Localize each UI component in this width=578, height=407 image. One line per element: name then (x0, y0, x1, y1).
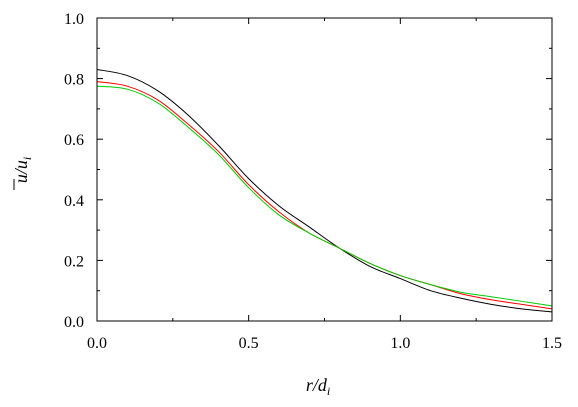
y-tick-label: 0.6 (64, 132, 84, 149)
y-axis-title: u/ui (11, 157, 34, 183)
x-tick-label: 1.5 (542, 335, 562, 352)
plot-frame (96, 17, 553, 322)
series-line-3 (96, 85, 553, 307)
x-axis-title-main: r/d (306, 375, 328, 395)
y-axis-title-main: u/u (11, 160, 31, 183)
series-line-1 (96, 69, 553, 313)
x-tick-label: 0.0 (87, 335, 107, 352)
y-tick-label: 0.0 (64, 314, 84, 331)
x-axis-title-sub: i (327, 384, 330, 398)
y-tick-label: 0.8 (64, 72, 84, 89)
y-tick-label: 1.0 (64, 11, 84, 28)
y-axis-title-group: u/ui (11, 157, 34, 190)
x-tick-label: 0.5 (239, 335, 259, 352)
y-tick-label: 0.2 (64, 253, 84, 270)
x-axis-title: r/di (306, 375, 330, 398)
y-tick-label: 0.4 (64, 193, 84, 210)
y-axis-title-sub: i (20, 157, 34, 160)
x-tick-label: 1.0 (390, 335, 410, 352)
series-line-2 (96, 81, 553, 310)
